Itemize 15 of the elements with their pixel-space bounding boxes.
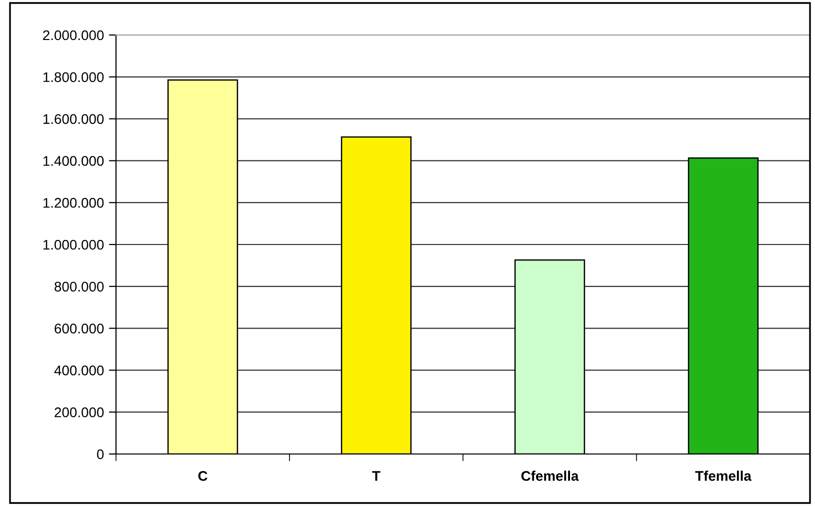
y-tick-label: 200.000 bbox=[54, 407, 104, 418]
y-tick-label: 1.200.000 bbox=[43, 198, 104, 208]
x-tick-label: C bbox=[198, 471, 208, 481]
y-tick-label: 2.000.000 bbox=[43, 30, 104, 40]
x-tick-label: Cfemella bbox=[521, 470, 579, 481]
y-tick-label: 1.600.000 bbox=[43, 114, 104, 124]
y-tick-label: 400.000 bbox=[54, 366, 104, 376]
y-tick-label: 0 bbox=[97, 449, 104, 460]
y-tick-label: 800.000 bbox=[54, 282, 104, 292]
x-tick-label: Tfemella bbox=[695, 470, 752, 481]
y-tick-label: 600.000 bbox=[54, 324, 104, 334]
y-tick-label: 1.400.000 bbox=[43, 156, 104, 166]
x-tick-label: T bbox=[372, 471, 380, 481]
y-tick-label: 1.000.000 bbox=[43, 240, 104, 250]
y-tick-label: 1.800.000 bbox=[43, 72, 104, 82]
